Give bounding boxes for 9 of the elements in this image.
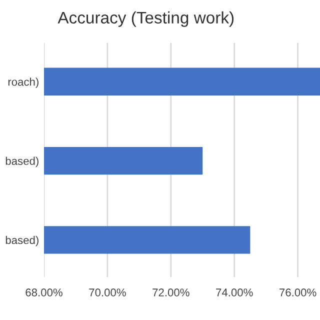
x-tick-label: 70.00% xyxy=(89,288,126,296)
chart-title: Accuracy (Testing work) xyxy=(58,11,234,27)
x-tick-label: 72.00% xyxy=(152,288,190,296)
y-tick-label: based) xyxy=(6,236,38,246)
y-tick-label: based) xyxy=(6,156,38,168)
x-tick-label: 76.00% xyxy=(280,288,316,296)
x-tick-label: 68.00% xyxy=(26,288,62,296)
y-tick-label: roach) xyxy=(8,78,38,88)
x-tick-label: 74.00% xyxy=(216,288,253,296)
